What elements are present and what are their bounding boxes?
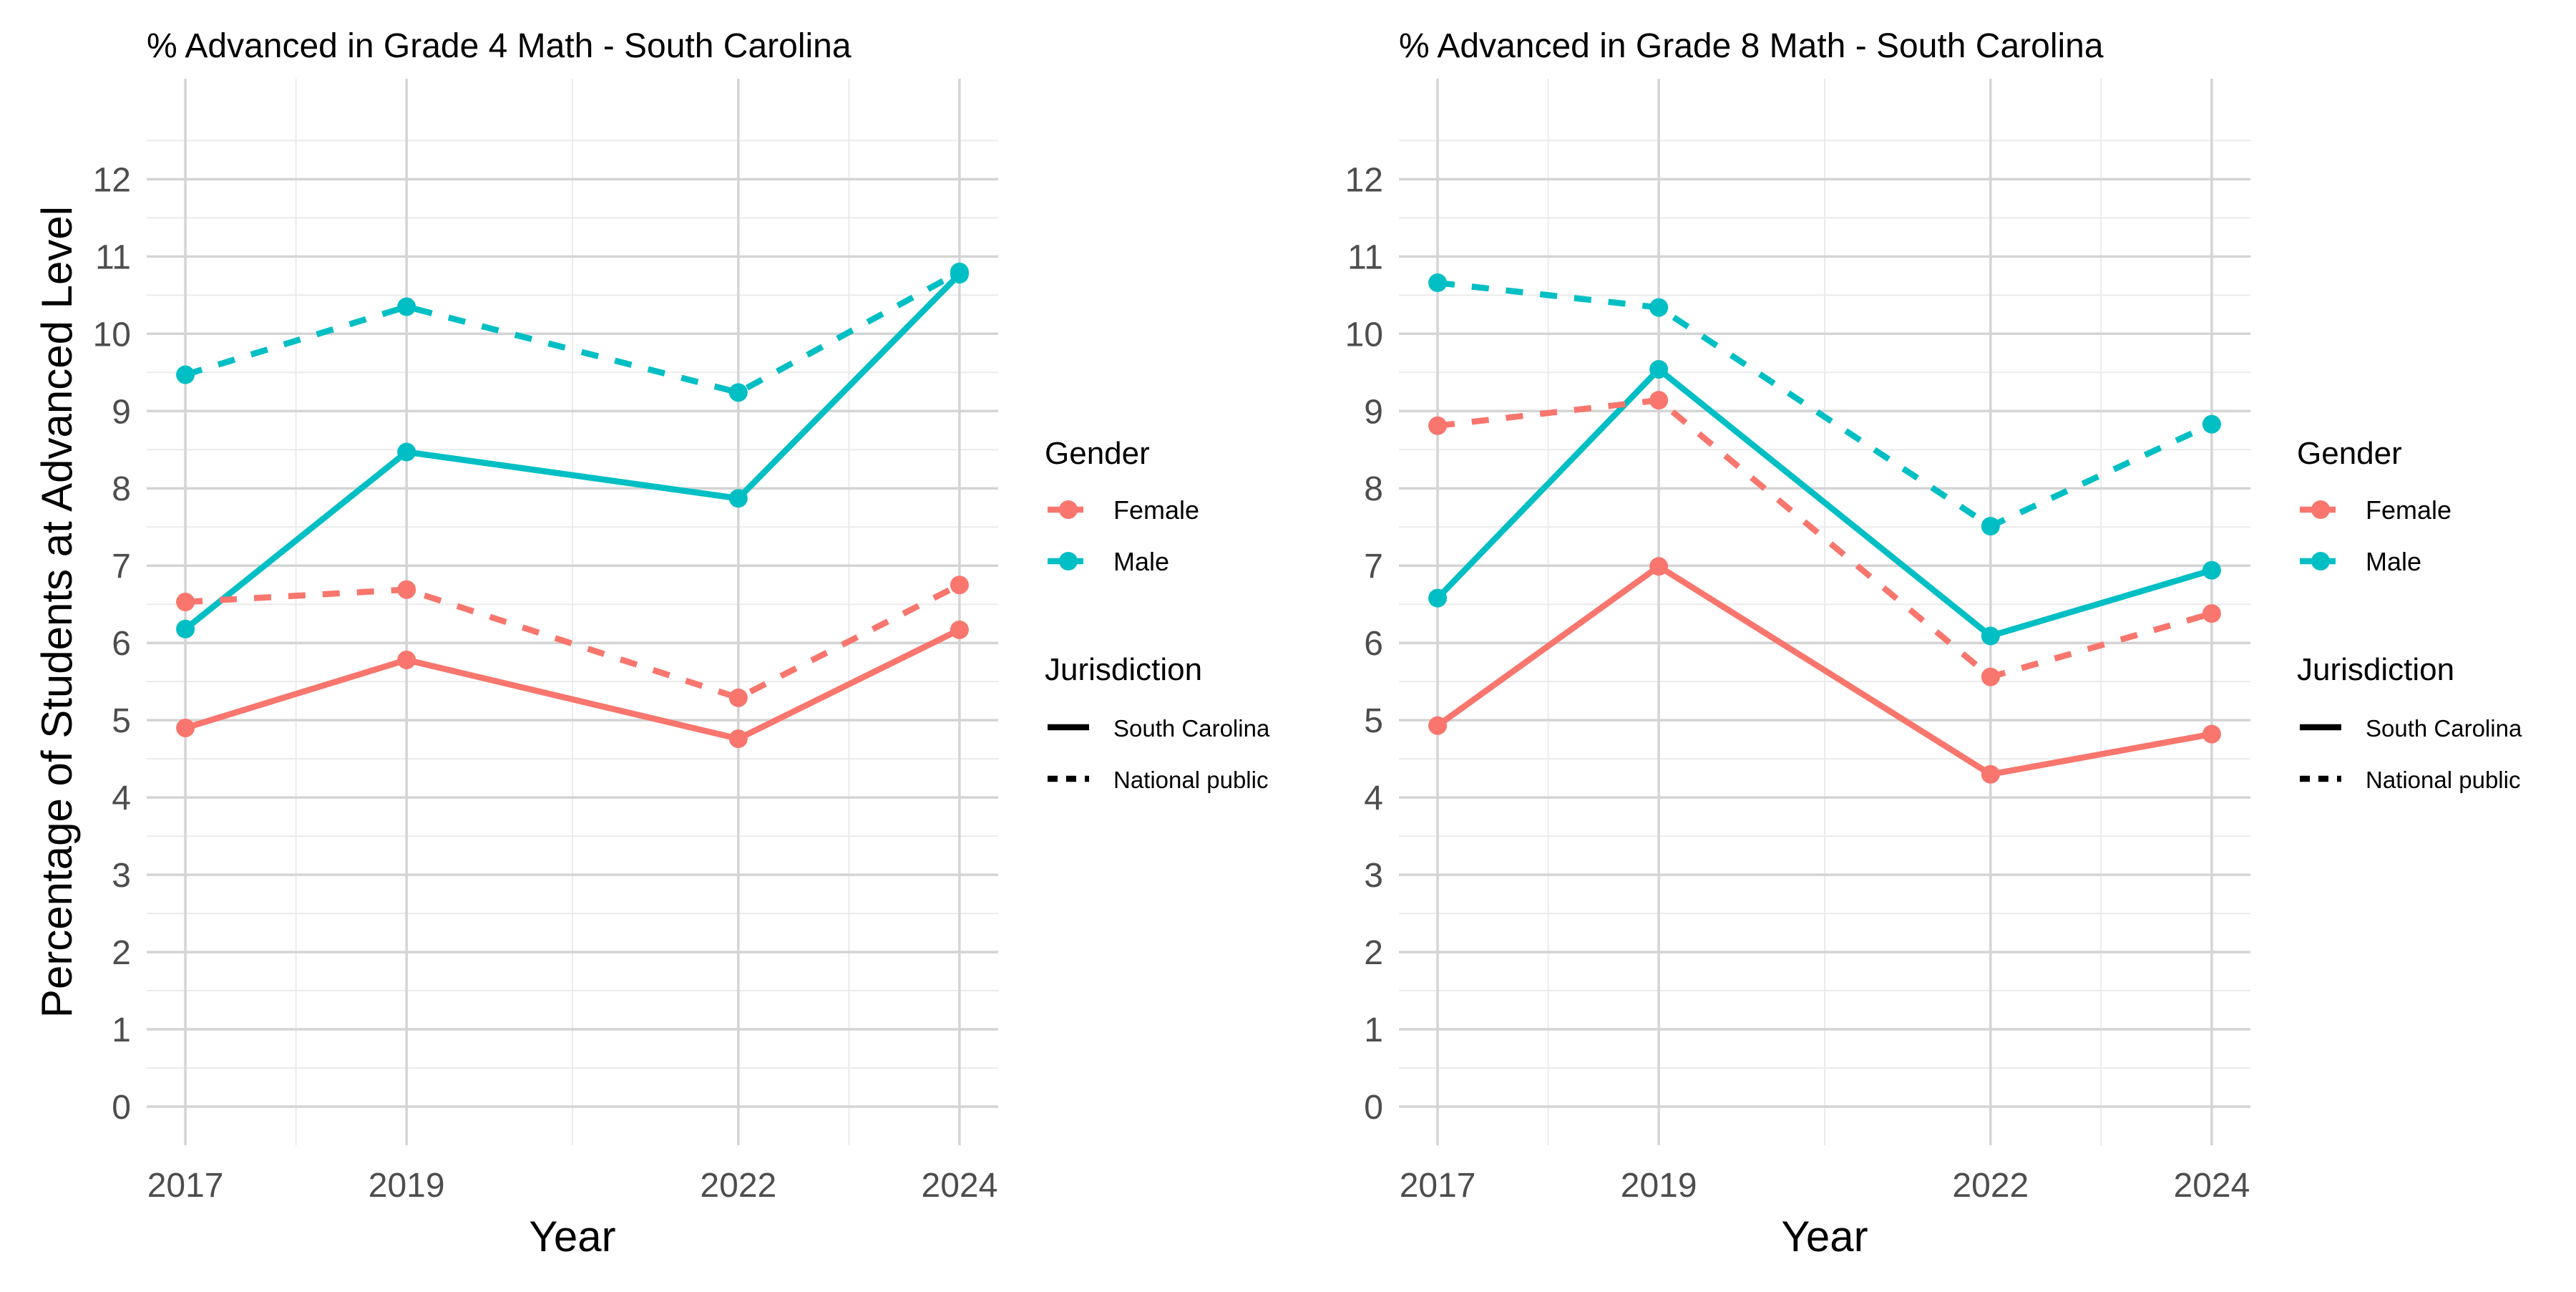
y-tick-label: 3 (112, 857, 131, 895)
x-axis-title: Year (529, 1213, 615, 1261)
x-tick-label: 2017 (1400, 1167, 1476, 1205)
data-point (2202, 604, 2221, 623)
y-tick-label: 12 (1345, 161, 1383, 199)
data-point (2202, 414, 2221, 434)
legend-label-gender: Female (2366, 495, 2451, 525)
data-point (1428, 588, 1448, 608)
data-point (728, 489, 748, 508)
data-point (1649, 298, 1669, 317)
data-point (1428, 416, 1448, 435)
y-axis-title: Percentage of Students at Advanced Level (33, 206, 81, 1018)
data-point (1649, 557, 1669, 576)
legend-label-jurisdiction: National public (1113, 767, 1268, 793)
x-tick-label: 2022 (700, 1167, 776, 1205)
data-point (1649, 359, 1669, 379)
series-line-male-south-carolina (183, 272, 962, 632)
y-tick-label: 11 (1347, 238, 1383, 276)
legend-title-gender: Gender (2297, 436, 2402, 471)
y-tick-label: 8 (1364, 470, 1383, 508)
legend-key-point (1059, 552, 1078, 570)
data-point (950, 262, 969, 281)
data-point (176, 365, 195, 384)
data-point (1981, 764, 2000, 784)
y-tick-label: 2 (112, 934, 131, 972)
x-axis-title: Year (1781, 1213, 1868, 1261)
legend-label-gender: Male (2366, 547, 2421, 576)
y-tick-label: 5 (112, 702, 131, 740)
legend-label-gender: Female (1113, 495, 1199, 525)
legend-label-jurisdiction: National public (2366, 767, 2520, 793)
series-line-male-south-carolina (1435, 366, 2213, 639)
data-point (2202, 560, 2221, 580)
x-tick-label: 2024 (2174, 1167, 2250, 1205)
chart-title: % Advanced in Grade 8 Math - South Carol… (1399, 27, 2104, 65)
data-point (397, 442, 416, 462)
legend-key-point (1059, 500, 1078, 519)
series-line-female-national-public (185, 582, 961, 701)
data-point (397, 650, 416, 669)
y-tick-label: 4 (112, 779, 131, 817)
y-tick-label: 5 (1364, 702, 1383, 740)
x-tick-label: 2024 (922, 1167, 998, 1205)
y-tick-label: 6 (112, 625, 131, 663)
x-tick-label: 2019 (369, 1167, 445, 1205)
y-tick-label: 0 (1364, 1089, 1383, 1127)
series-line-male-national-public (1437, 279, 2213, 530)
data-point (1981, 626, 2000, 646)
y-tick-label: 0 (112, 1089, 131, 1127)
legend-title-jurisdiction: Jurisdiction (1045, 652, 1202, 687)
data-point (950, 575, 969, 595)
y-tick-label: 3 (1364, 857, 1383, 895)
data-point (2202, 724, 2221, 744)
series-line-male-national-public (184, 269, 961, 396)
legend-title-jurisdiction: Jurisdiction (2297, 652, 2454, 687)
y-tick-label: 4 (1364, 779, 1383, 817)
data-point (176, 718, 195, 737)
data-point (950, 620, 969, 639)
y-tick-label: 1 (1364, 1011, 1383, 1049)
legend-title-gender: Gender (1045, 436, 1150, 471)
legend-label-gender: Male (1113, 547, 1169, 576)
data-point (728, 688, 748, 707)
y-tick-label: 9 (1364, 393, 1383, 431)
data-point (176, 592, 195, 611)
legend-key-point (2311, 552, 2330, 570)
data-point (728, 383, 748, 402)
data-point (728, 729, 748, 749)
legend-key-point (2311, 500, 2330, 519)
y-tick-label: 8 (112, 470, 131, 508)
y-tick-label: 2 (1364, 934, 1383, 972)
y-tick-label: 1 (112, 1011, 131, 1049)
data-point (176, 619, 195, 638)
series-line-female-national-public (1437, 397, 2213, 680)
y-tick-label: 7 (112, 548, 131, 586)
y-tick-label: 10 (93, 316, 131, 354)
y-tick-label: 7 (1364, 548, 1383, 586)
data-point (1428, 273, 1448, 293)
data-point (1649, 391, 1669, 410)
y-tick-label: 11 (95, 238, 131, 276)
y-tick-label: 9 (112, 393, 131, 431)
legend-label-jurisdiction: South Carolina (1113, 715, 1270, 742)
y-tick-label: 6 (1364, 625, 1383, 663)
data-point (1981, 667, 2000, 686)
data-point (1428, 716, 1448, 735)
x-tick-label: 2017 (147, 1167, 224, 1205)
data-point (397, 580, 416, 599)
y-tick-label: 10 (1345, 316, 1383, 354)
data-point (1981, 517, 2000, 536)
data-point (397, 297, 416, 316)
series-line-female-south-carolina (1435, 563, 2212, 777)
series-line-female-south-carolina (184, 627, 961, 742)
legend-label-jurisdiction: South Carolina (2366, 715, 2522, 742)
chart-title: % Advanced in Grade 4 Math - South Carol… (147, 27, 852, 65)
y-tick-label: 12 (93, 161, 131, 199)
x-tick-label: 2019 (1621, 1167, 1697, 1205)
x-tick-label: 2022 (1952, 1167, 2029, 1205)
